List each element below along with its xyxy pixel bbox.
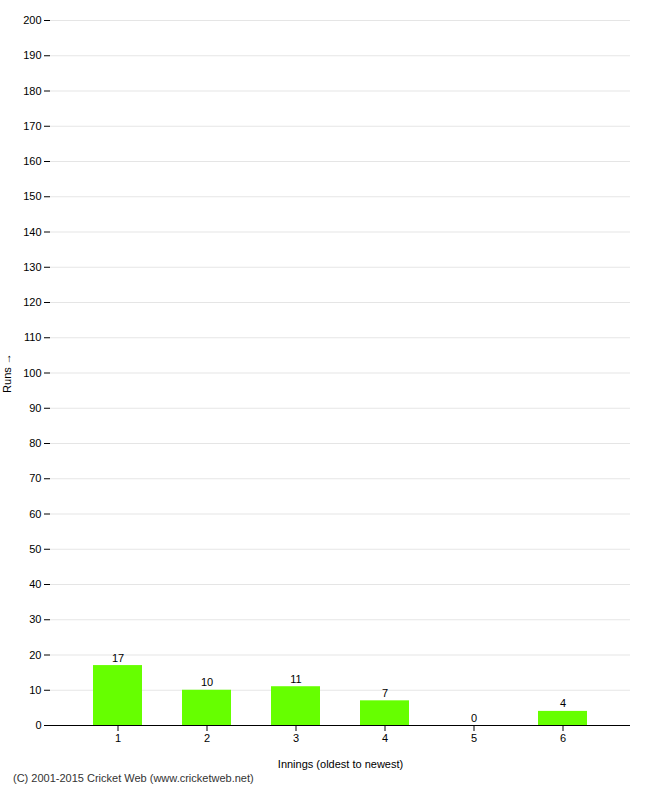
svg-text:130: 130 (23, 261, 41, 273)
svg-text:5: 5 (471, 732, 477, 744)
svg-text:0: 0 (471, 712, 477, 724)
svg-text:110: 110 (24, 331, 42, 343)
svg-text:70: 70 (29, 472, 41, 484)
svg-text:6: 6 (560, 732, 566, 744)
svg-text:150: 150 (23, 190, 41, 202)
svg-text:4: 4 (560, 697, 566, 709)
svg-text:4: 4 (382, 732, 388, 744)
svg-text:160: 160 (23, 155, 41, 167)
svg-text:90: 90 (29, 402, 41, 414)
svg-text:40: 40 (29, 578, 41, 590)
svg-text:2: 2 (204, 732, 210, 744)
svg-text:3: 3 (293, 732, 299, 744)
svg-text:0: 0 (35, 719, 41, 731)
svg-text:100: 100 (23, 367, 41, 379)
svg-text:60: 60 (29, 508, 41, 520)
svg-text:10: 10 (29, 684, 41, 696)
svg-text:20: 20 (29, 649, 41, 661)
svg-text:17: 17 (112, 652, 124, 664)
svg-text:120: 120 (23, 296, 41, 308)
svg-text:200: 200 (23, 14, 41, 26)
svg-text:180: 180 (23, 85, 41, 97)
svg-text:10: 10 (201, 676, 213, 688)
svg-text:50: 50 (29, 543, 41, 555)
svg-text:190: 190 (23, 49, 41, 61)
svg-text:30: 30 (29, 613, 41, 625)
svg-text:Innings (oldest to newest): Innings (oldest to newest) (278, 758, 403, 770)
svg-text:11: 11 (290, 673, 301, 685)
svg-text:140: 140 (23, 226, 41, 238)
svg-text:170: 170 (23, 120, 41, 132)
html-text:(C) 2001-2015 Cricket Web (www: (C) 2001-2015 Cricket Web (www.cricketwe… (13, 772, 254, 784)
svg-text:7: 7 (382, 687, 388, 699)
svg-text:80: 80 (29, 437, 41, 449)
svg-text:1: 1 (115, 732, 121, 744)
svg-text:Runs →: Runs → (1, 353, 13, 393)
